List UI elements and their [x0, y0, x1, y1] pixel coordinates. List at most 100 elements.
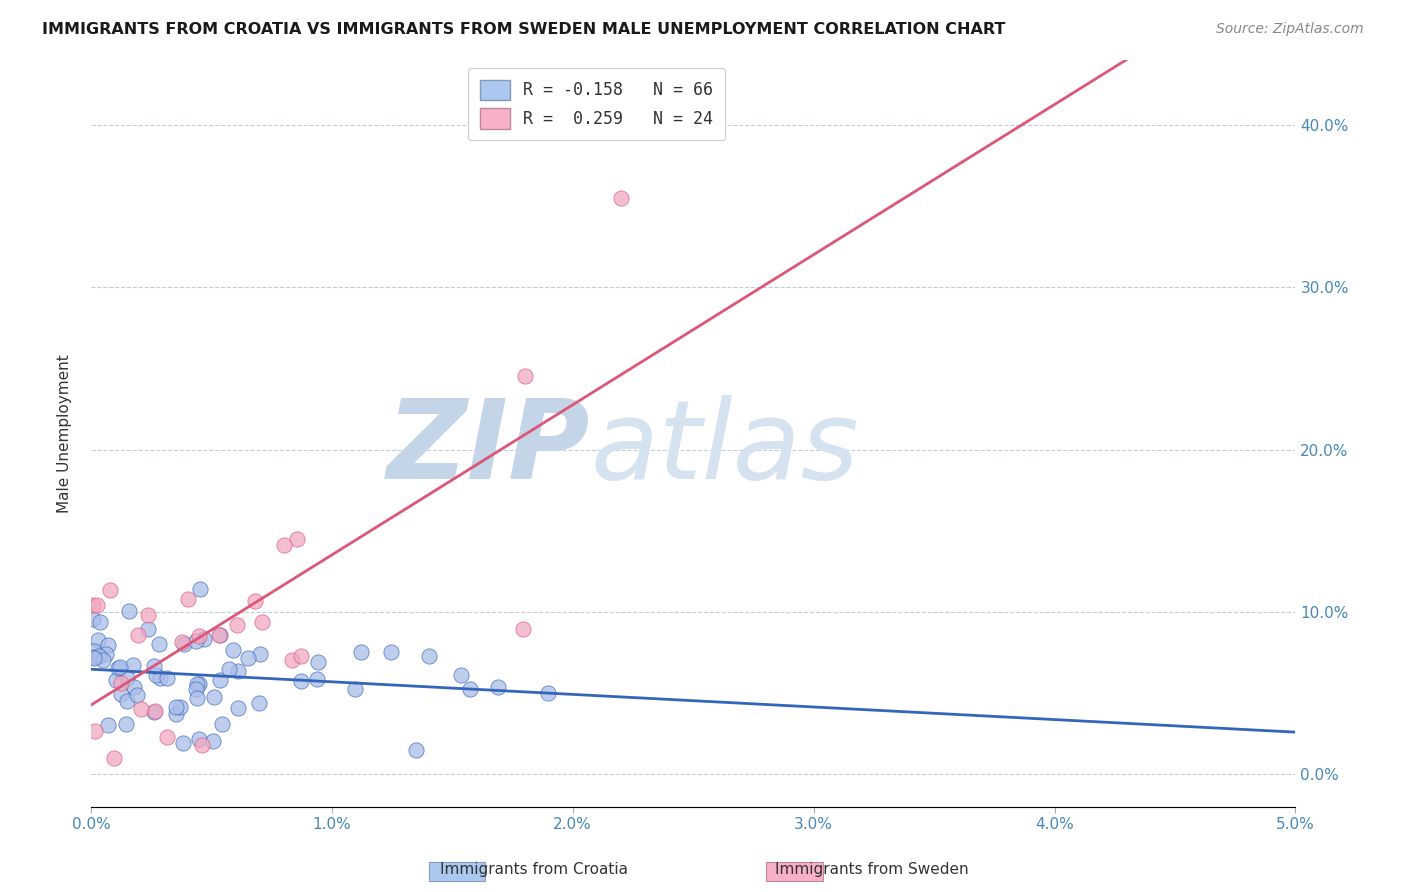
- Point: [186, 633, 208, 648]
- Point: [512, 622, 534, 636]
- Point: [83, 651, 105, 665]
- Point: [488, 681, 510, 695]
- Point: [156, 671, 179, 685]
- Point: [187, 731, 209, 746]
- Point: [211, 716, 233, 731]
- Point: [89, 649, 111, 664]
- Point: [226, 700, 249, 714]
- Point: [405, 743, 427, 757]
- Text: Immigrants from Sweden: Immigrants from Sweden: [775, 863, 969, 877]
- Point: [127, 628, 149, 642]
- Point: [177, 592, 200, 607]
- Text: IMMIGRANTS FROM CROATIA VS IMMIGRANTS FROM SWEDEN MALE UNEMPLOYMENT CORRELATION : IMMIGRANTS FROM CROATIA VS IMMIGRANTS FR…: [42, 22, 1005, 37]
- Point: [537, 686, 560, 700]
- Point: [138, 608, 160, 623]
- Text: atlas: atlas: [591, 395, 859, 501]
- Point: [149, 671, 172, 685]
- Point: [380, 645, 402, 659]
- Point: [250, 615, 273, 629]
- Point: [104, 673, 127, 688]
- Point: [155, 730, 177, 744]
- Point: [247, 696, 270, 710]
- Point: [82, 650, 104, 665]
- Point: [136, 622, 159, 636]
- Point: [143, 704, 166, 718]
- Point: [290, 673, 312, 688]
- Point: [222, 642, 245, 657]
- Point: [226, 617, 249, 632]
- Point: [103, 751, 125, 765]
- Point: [238, 651, 260, 665]
- Point: [108, 660, 131, 674]
- Point: [91, 653, 114, 667]
- Point: [186, 677, 208, 691]
- Point: [513, 369, 536, 384]
- Point: [115, 717, 138, 731]
- Point: [87, 633, 110, 648]
- Point: [82, 611, 104, 625]
- Point: [208, 628, 231, 642]
- Point: [190, 739, 212, 753]
- Point: [249, 647, 271, 661]
- Point: [418, 649, 440, 664]
- Point: [193, 632, 215, 646]
- Point: [184, 682, 207, 697]
- Point: [202, 734, 225, 748]
- Point: [96, 648, 118, 662]
- Point: [458, 682, 481, 697]
- Point: [98, 582, 121, 597]
- Point: [84, 724, 107, 739]
- Point: [117, 604, 139, 618]
- Point: [145, 668, 167, 682]
- Point: [122, 680, 145, 694]
- Point: [188, 629, 211, 643]
- Point: [208, 627, 231, 641]
- Point: [127, 689, 149, 703]
- Point: [307, 655, 329, 669]
- Point: [86, 598, 108, 612]
- Text: Source: ZipAtlas.com: Source: ZipAtlas.com: [1216, 22, 1364, 37]
- Point: [204, 690, 226, 705]
- Point: [226, 665, 249, 679]
- Point: [165, 700, 187, 714]
- Point: [186, 691, 208, 706]
- Text: ZIP: ZIP: [387, 395, 591, 501]
- Point: [285, 532, 308, 546]
- Point: [273, 538, 295, 552]
- Point: [143, 705, 166, 719]
- Point: [110, 687, 132, 701]
- Point: [218, 662, 240, 676]
- Point: [305, 672, 328, 686]
- Point: [281, 652, 304, 666]
- Point: [117, 694, 139, 708]
- Point: [169, 699, 191, 714]
- Point: [89, 615, 111, 629]
- Y-axis label: Male Unemployment: Male Unemployment: [58, 354, 72, 513]
- Point: [165, 706, 187, 721]
- Point: [122, 658, 145, 673]
- Point: [148, 636, 170, 650]
- Point: [188, 582, 211, 597]
- Point: [188, 676, 211, 690]
- Point: [172, 736, 194, 750]
- Point: [173, 637, 195, 651]
- Point: [172, 635, 194, 649]
- Point: [97, 638, 120, 652]
- Point: [110, 676, 132, 690]
- Point: [243, 594, 266, 608]
- Point: [209, 673, 232, 688]
- Point: [142, 659, 165, 673]
- Point: [610, 191, 633, 205]
- Point: [350, 645, 373, 659]
- Point: [83, 643, 105, 657]
- Point: [82, 598, 104, 612]
- Point: [107, 661, 129, 675]
- Text: Immigrants from Croatia: Immigrants from Croatia: [440, 863, 628, 877]
- Point: [450, 668, 472, 682]
- Point: [129, 702, 152, 716]
- Point: [97, 718, 120, 732]
- Point: [344, 681, 367, 696]
- Point: [115, 671, 138, 685]
- Legend: R = -0.158   N = 66, R =  0.259   N = 24: R = -0.158 N = 66, R = 0.259 N = 24: [468, 68, 725, 140]
- Point: [290, 649, 312, 664]
